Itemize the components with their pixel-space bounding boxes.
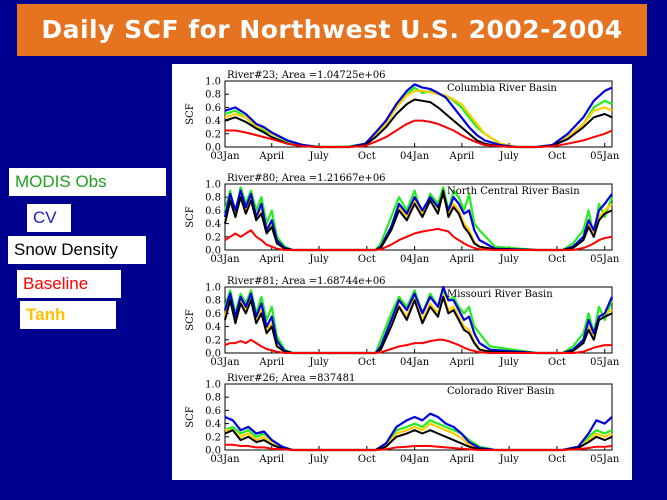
y-tick-label: 0.2 (205, 232, 221, 243)
series-cv (223, 189, 613, 252)
x-tick-label: 04Jan (400, 454, 430, 465)
x-tick-label: 05Jan (590, 357, 620, 368)
legend-baseline: Baseline (17, 270, 121, 298)
x-tick-label: Oct (358, 151, 376, 162)
x-tick-label: 04Jan (400, 151, 430, 162)
x-tick-label: 05Jan (590, 454, 620, 465)
x-tick-label: April (258, 454, 284, 465)
series-baseline (224, 227, 613, 251)
y-tick-label: 1.0 (205, 180, 221, 191)
chart-4: 0.0 0.2 0.4 0.6 0.8 1.0 SCF 03Jan April July Oct 04… (185, 373, 620, 465)
plot-title: River#23; Area =1.04725e+06 (227, 70, 386, 81)
chart-3: 0.0 0.2 0.4 0.6 0.8 1.0 SCF 03Jan April July Oct 04… (185, 276, 620, 368)
x-tick-label: April (258, 357, 284, 368)
page-title: Daily SCF for Northwest U.S. 2002-2004 (41, 15, 623, 44)
charts-svg: 0.0 0.2 0.4 0.6 0.8 1.0 SCF 03Jan April July Oct 04… (185, 70, 620, 465)
y-tick-label: 0.2 (205, 335, 221, 346)
y-tick-label: 0.6 (205, 206, 221, 217)
x-tick-label: Oct (548, 357, 566, 368)
y-tick-label: 0.8 (205, 90, 221, 101)
y-tick-label: 0.0 (205, 446, 221, 457)
legend-tanh: Tanh (20, 301, 116, 329)
y-tick-label: 0.8 (205, 296, 221, 307)
series-baseline (224, 338, 612, 354)
basin-label: North Central River Basin (447, 186, 580, 197)
y-tick-label: 0.4 (205, 419, 221, 430)
chart-1: 0.0 0.2 0.4 0.6 0.8 1.0 SCF 03Jan April July Oct 04… (185, 70, 620, 162)
x-tick-label: July (498, 254, 519, 265)
series-baseline (225, 119, 613, 148)
x-tick-label: 05Jan (590, 151, 620, 162)
x-tick-label: 03Jan (210, 151, 240, 162)
x-tick-label: 03Jan (210, 454, 240, 465)
x-tick-label: July (308, 151, 329, 162)
y-tick-label: 0.2 (205, 129, 221, 140)
chart-2: 0.0 0.2 0.4 0.6 0.8 1.0 SCF 03Jan April July Oct 04… (185, 173, 620, 265)
y-tick-label: 0.4 (205, 322, 221, 333)
x-tick-label: Oct (358, 357, 376, 368)
x-tick-label: April (448, 454, 474, 465)
x-tick-label: 03Jan (210, 254, 240, 265)
x-tick-label: 03Jan (210, 357, 240, 368)
y-tick-label: 0.0 (205, 349, 221, 360)
y-tick-label: 0.0 (205, 143, 221, 154)
y-tick-label: 0.2 (205, 432, 221, 443)
legend-cv: CV (27, 204, 71, 232)
x-tick-label: April (258, 254, 284, 265)
x-tick-label: July (498, 151, 519, 162)
chart-panel: 0.0 0.2 0.4 0.6 0.8 1.0 SCF 03Jan April July Oct 04… (172, 64, 632, 480)
basin-label: Columbia River Basin (447, 83, 557, 94)
y-axis-label: SCF (185, 206, 196, 228)
x-tick-label: April (258, 151, 284, 162)
basin-label: Colorado River Basin (447, 386, 555, 397)
y-tick-label: 0.4 (205, 116, 221, 127)
y-tick-label: 0.0 (205, 246, 221, 257)
x-tick-label: April (448, 151, 474, 162)
x-tick-label: 05Jan (590, 254, 620, 265)
y-tick-label: 0.6 (205, 309, 221, 320)
y-tick-label: 1.0 (205, 283, 221, 294)
y-axis-label: SCF (185, 309, 196, 331)
x-tick-label: 04Jan (400, 357, 430, 368)
y-tick-label: 1.0 (205, 380, 221, 391)
x-tick-label: Oct (548, 151, 566, 162)
y-tick-label: 0.4 (205, 219, 221, 230)
y-axis-label: SCF (185, 103, 196, 125)
y-tick-label: 0.6 (205, 103, 221, 114)
x-tick-label: Oct (358, 454, 376, 465)
x-tick-label: July (308, 454, 329, 465)
plot-title: River#81; Area =1.68744e+06 (227, 276, 386, 287)
series-snow (224, 189, 613, 251)
legend-modis-obs: MODIS Obs (9, 168, 166, 196)
x-tick-label: July (308, 254, 329, 265)
y-tick-label: 0.8 (205, 193, 221, 204)
basin-label: Missouri River Basin (447, 289, 553, 300)
y-tick-label: 0.6 (205, 406, 221, 417)
x-tick-label: July (498, 454, 519, 465)
x-tick-label: July (498, 357, 519, 368)
x-tick-label: 04Jan (400, 254, 430, 265)
title-bar: Daily SCF for Northwest U.S. 2002-2004 (17, 4, 647, 56)
x-tick-label: April (448, 357, 474, 368)
plot-frame (224, 286, 613, 354)
plot-title: River#80; Area =1.21667e+06 (227, 173, 386, 184)
x-tick-label: July (308, 357, 329, 368)
y-tick-label: 1.0 (205, 77, 221, 88)
y-tick-label: 0.8 (205, 393, 221, 404)
x-tick-label: Oct (548, 454, 566, 465)
y-axis-label: SCF (185, 406, 196, 428)
legend-snow-density: Snow Density (8, 236, 146, 264)
x-tick-label: April (448, 254, 474, 265)
x-tick-label: Oct (358, 254, 376, 265)
x-tick-label: Oct (548, 254, 566, 265)
series-baseline (225, 443, 613, 451)
plot-title: River#26; Area =837481 (227, 373, 355, 384)
